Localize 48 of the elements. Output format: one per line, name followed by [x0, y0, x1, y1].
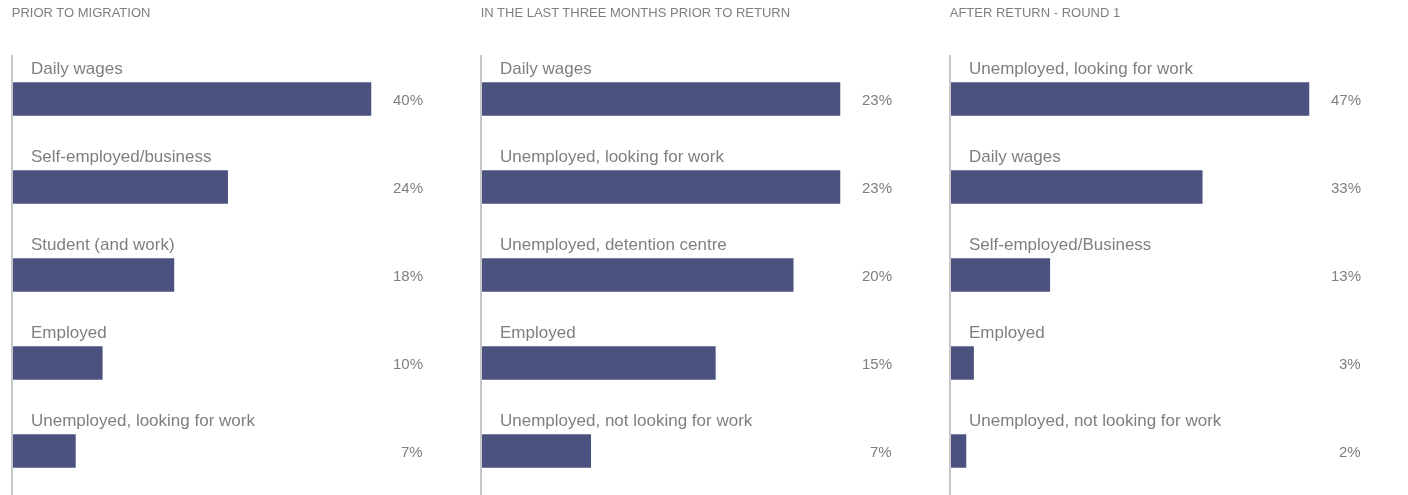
bar — [13, 434, 76, 468]
data-label: 23% — [862, 91, 893, 108]
bar — [482, 258, 794, 292]
bar — [951, 82, 1310, 116]
data-label: 24% — [393, 179, 424, 196]
y-tick-label: Self-employed/business — [31, 147, 212, 166]
bar — [951, 434, 967, 468]
data-label: 3% — [1339, 355, 1361, 372]
y-tick-label: Self-employed/Business — [969, 235, 1152, 254]
bar — [482, 434, 592, 468]
y-tick-label: Student (and work) — [31, 235, 175, 254]
bar — [951, 258, 1051, 292]
data-label: 10% — [393, 355, 424, 372]
y-tick-label: Daily wages — [969, 147, 1061, 166]
data-label: 47% — [1331, 91, 1362, 108]
y-tick-label: Employed — [31, 323, 107, 342]
bar — [482, 170, 841, 204]
data-label: 7% — [401, 443, 423, 460]
bar — [13, 258, 175, 292]
bar — [13, 346, 103, 380]
y-tick-label: Daily wages — [500, 59, 592, 78]
y-tick-label: Unemployed, not looking for work — [500, 411, 753, 430]
y-tick-label: Employed — [969, 323, 1045, 342]
chart-title: IN THE LAST THREE MONTHS PRIOR TO RETURN — [480, 4, 791, 20]
chart-title: PRIOR TO MIGRATION — [11, 4, 151, 20]
bar — [13, 82, 372, 116]
bar — [951, 170, 1203, 204]
chart-title: AFTER RETURN - ROUND 1 — [949, 4, 1121, 20]
y-tick-label: Unemployed, detention centre — [500, 235, 727, 254]
y-tick-label: Employed — [500, 323, 576, 342]
y-tick-label: Unemployed, looking for work — [500, 147, 725, 166]
data-label: 20% — [862, 267, 893, 284]
data-label: 7% — [870, 443, 892, 460]
data-label: 15% — [862, 355, 893, 372]
bar — [951, 346, 974, 380]
y-tick-label: Unemployed, looking for work — [31, 411, 256, 430]
bar — [482, 82, 841, 116]
data-label: 18% — [393, 267, 424, 284]
y-tick-label: Unemployed, not looking for work — [969, 411, 1222, 430]
y-tick-label: Daily wages — [31, 59, 123, 78]
y-tick-label: Unemployed, looking for work — [969, 59, 1194, 78]
data-label: 13% — [1331, 267, 1362, 284]
data-label: 23% — [862, 179, 893, 196]
data-label: 2% — [1339, 443, 1361, 460]
bar — [482, 346, 716, 380]
data-label: 40% — [393, 91, 424, 108]
data-label: 33% — [1331, 179, 1362, 196]
bar — [13, 170, 228, 204]
